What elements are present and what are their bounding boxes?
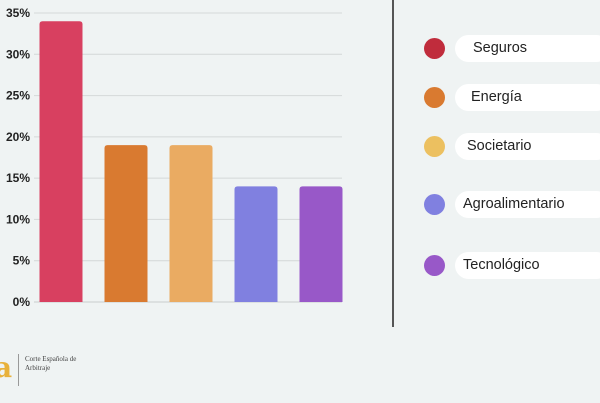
y-tick-label: 25% [6, 89, 30, 103]
legend-item-energia: Energía [424, 84, 600, 112]
legend-swatch-agroalimentario [424, 194, 445, 215]
legend-swatch-seguros [424, 38, 445, 59]
legend-item-agroalimentario: Agroalimentario [424, 191, 600, 219]
legend-label-seguros: Seguros [455, 35, 600, 62]
bar-agroalimentario [234, 186, 278, 302]
legend-label-energia: Energía [455, 84, 600, 111]
logo: a Corte Española de Arbitraje [0, 350, 80, 390]
y-axis-ticks: 0% 5% 10% 15% 20% 25% 30% 35% [6, 6, 30, 309]
bar-tecnologico [299, 186, 343, 302]
bar-seguros [39, 21, 83, 303]
chart-bars [39, 21, 343, 303]
y-tick-label: 35% [6, 6, 30, 20]
logo-divider [18, 354, 19, 386]
y-tick-label: 5% [13, 254, 31, 268]
y-tick-label: 15% [6, 171, 30, 185]
legend-item-societario: Societario [424, 133, 600, 161]
y-tick-label: 10% [6, 212, 30, 226]
y-tick-label: 30% [6, 47, 30, 61]
y-tick-label: 20% [6, 130, 30, 144]
legend-swatch-societario [424, 136, 445, 157]
legend-label-societario: Societario [455, 133, 600, 160]
panel-divider [392, 0, 394, 327]
logo-mark: a [0, 351, 13, 384]
legend-swatch-tecnologico [424, 255, 445, 276]
legend-label-tecnologico: Tecnológico [455, 252, 600, 279]
bar-societario [169, 145, 213, 302]
logo-text: Corte Española de Arbitraje [25, 355, 77, 372]
bar-energia [104, 145, 148, 302]
legend-label-agroalimentario: Agroalimentario [455, 191, 600, 218]
legend-item-tecnologico: Tecnológico [424, 252, 600, 280]
legend-item-seguros: Seguros [424, 35, 600, 63]
y-tick-label: 0% [13, 295, 31, 309]
legend-swatch-energia [424, 87, 445, 108]
